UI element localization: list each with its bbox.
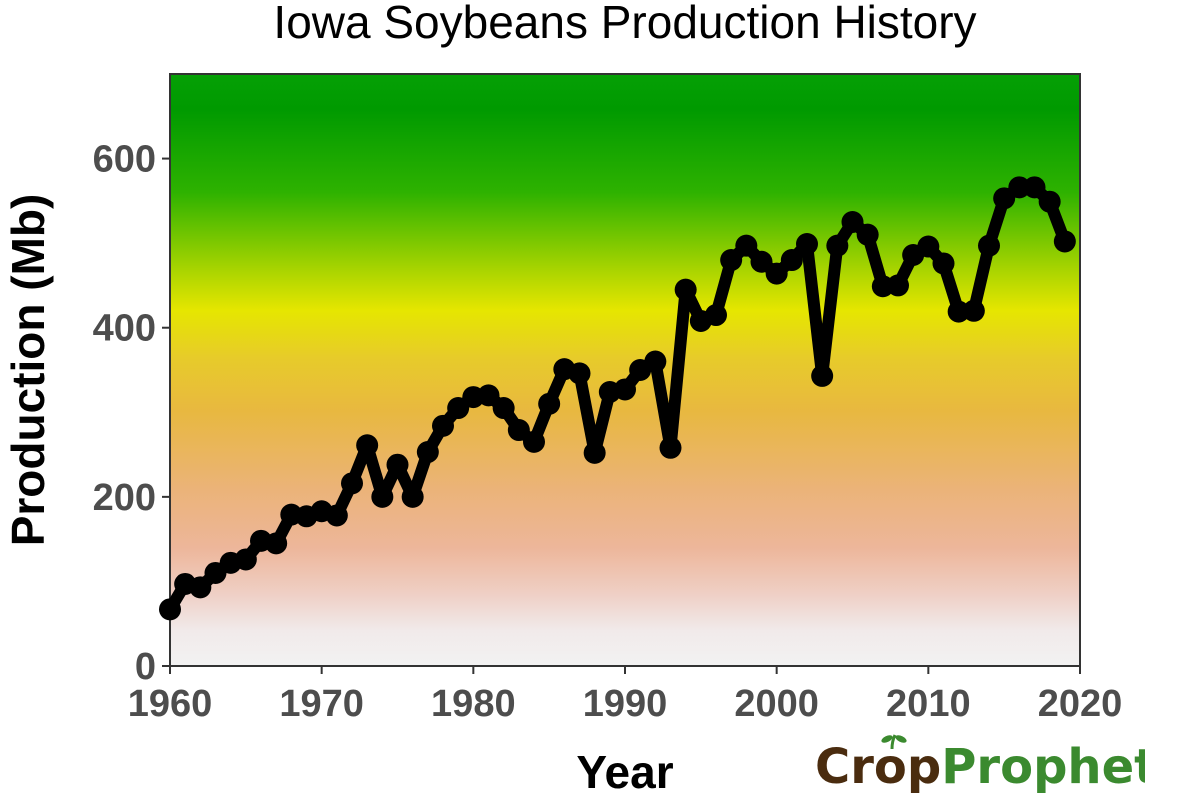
logo-crop-text: Crop [815, 739, 941, 795]
data-point-1965 [234, 548, 257, 571]
data-point-2004 [826, 234, 849, 257]
data-point-1993 [659, 436, 682, 459]
data-point-1975 [386, 453, 409, 476]
data-point-2008 [887, 274, 909, 297]
data-point-2016 [1008, 176, 1031, 199]
data-point-2003 [811, 364, 834, 387]
plot-background [170, 74, 1080, 666]
data-point-2010 [917, 235, 940, 258]
data-point-1973 [356, 434, 379, 457]
chart-title: Iowa Soybeans Production History [273, 0, 976, 48]
y-tick-label: 400 [93, 308, 156, 350]
x-tick-label: 1970 [279, 683, 364, 725]
data-point-1994 [674, 278, 697, 301]
x-tick-label: 2000 [734, 683, 819, 725]
y-tick-label: 600 [93, 139, 156, 181]
data-point-1998 [735, 234, 758, 257]
data-point-2001 [780, 249, 803, 272]
data-point-1976 [401, 485, 424, 508]
y-tick-label: 0 [135, 646, 156, 688]
data-point-1996 [705, 304, 727, 327]
data-point-1971 [325, 504, 348, 527]
data-point-1990 [614, 378, 636, 401]
x-tick-label: 1990 [583, 683, 668, 725]
data-point-1978 [432, 414, 454, 437]
data-point-1982 [492, 397, 515, 420]
data-point-2015 [993, 187, 1016, 210]
data-point-1987 [568, 362, 591, 385]
x-axis-ticks: 1960 1970 1980 1990 2000 2010 2020 [128, 666, 1123, 725]
logo-text: CropProphet [815, 739, 1145, 795]
data-point-1985 [538, 392, 561, 415]
data-point-2011 [932, 252, 955, 275]
data-point-1972 [341, 472, 363, 495]
data-point-1984 [523, 430, 545, 453]
data-point-2014 [978, 234, 1000, 257]
data-point-2006 [856, 223, 879, 246]
y-axis-title: Production (Mb) [2, 194, 54, 547]
data-point-2000 [765, 262, 788, 285]
data-point-1999 [750, 250, 773, 273]
logo-prophet-text: Prophet [941, 739, 1145, 795]
data-point-2013 [962, 299, 985, 322]
data-point-1992 [644, 350, 667, 373]
x-axis-title: Year [576, 746, 673, 798]
data-point-1979 [447, 397, 470, 420]
sprout-icon [881, 734, 907, 750]
y-axis-ticks: 0 200 400 600 [93, 139, 170, 688]
data-point-1997 [720, 249, 743, 272]
x-tick-label: 2010 [886, 683, 971, 725]
data-point-2019 [1053, 230, 1076, 253]
crop-prophet-logo: CropProphet [815, 734, 1145, 795]
data-point-1967 [265, 532, 288, 555]
data-point-1977 [416, 441, 439, 464]
x-tick-label: 1960 [128, 683, 213, 725]
data-point-2002 [796, 232, 818, 255]
data-point-1983 [507, 419, 530, 442]
data-point-1962 [189, 576, 212, 599]
x-tick-label: 1980 [431, 683, 516, 725]
data-point-1981 [477, 384, 500, 407]
data-point-2005 [841, 211, 864, 233]
y-tick-label: 200 [93, 477, 156, 519]
x-tick-label: 2020 [1038, 683, 1123, 725]
data-point-1988 [583, 441, 606, 464]
data-point-1960 [159, 598, 181, 621]
data-point-1974 [371, 485, 394, 508]
data-point-2018 [1038, 190, 1061, 213]
data-point-2017 [1023, 176, 1046, 199]
production-points [159, 176, 1076, 621]
